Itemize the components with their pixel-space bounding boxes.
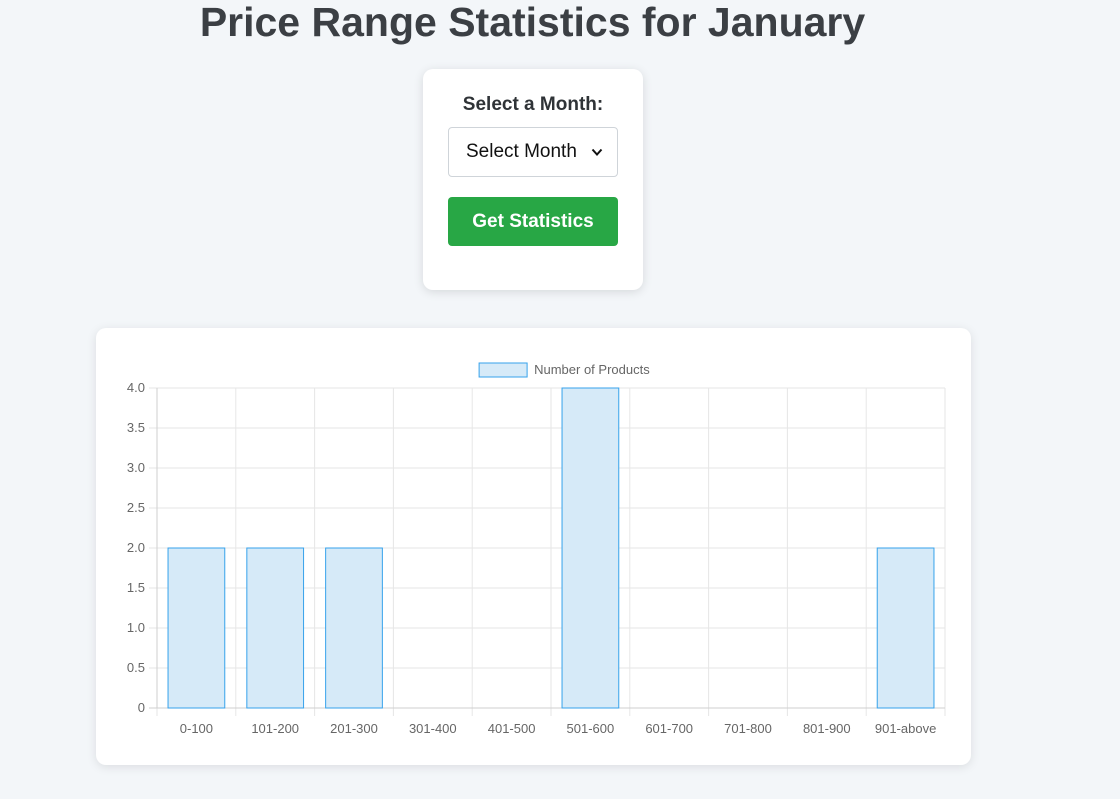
- y-tick-label: 0: [138, 700, 145, 715]
- x-tick-label: 101-200: [251, 721, 299, 736]
- bar: [876, 547, 935, 709]
- y-tick-label: 1.5: [127, 580, 145, 595]
- x-tick-label: 901-above: [875, 721, 936, 736]
- x-tick-label: 701-800: [724, 721, 772, 736]
- x-tick-label: 601-700: [645, 721, 693, 736]
- month-label: Select a Month:: [462, 94, 604, 115]
- bar: [246, 547, 305, 709]
- y-tick-label: 4.0: [127, 380, 145, 395]
- month-select[interactable]: Select Month: [448, 127, 618, 177]
- page-title: Price Range Statistics for January: [199, 0, 866, 45]
- month-select-value: Select Month: [466, 141, 577, 162]
- y-tick-label: 3.5: [127, 420, 145, 435]
- y-tick-label: 2.5: [127, 500, 145, 515]
- y-tick-label: 0.5: [127, 660, 145, 675]
- get-statistics-button[interactable]: Get Statistics: [448, 197, 618, 246]
- chevron-down-icon: [591, 148, 603, 156]
- y-tick-label: 1.0: [127, 620, 145, 635]
- bar: [325, 547, 383, 709]
- y-tick-label: 3.0: [127, 460, 145, 475]
- legend-label: Number of Products: [534, 362, 650, 377]
- bar-chart: 0 0.5 1.0 1.5 2.0 2.5 3.0 3.5 4.0 0-100 101-200 201…: [127, 362, 946, 736]
- chart-card: 0 0.5 1.0 1.5 2.0 2.5 3.0 3.5 4.0 0-100 101-200 201…: [96, 328, 971, 765]
- legend-swatch: [478, 362, 528, 378]
- x-tick-label: 501-600: [567, 721, 615, 736]
- x-tick-label: 0-100: [180, 721, 213, 736]
- y-tick-label: 2.0: [127, 540, 145, 555]
- x-tick-label: 301-400: [409, 721, 457, 736]
- month-selector-card: Select a Month: Select Month Get Statist…: [423, 69, 643, 290]
- x-tick-label: 801-900: [803, 721, 851, 736]
- bar: [167, 547, 226, 709]
- x-tick-label: 201-300: [330, 721, 378, 736]
- x-tick-label: 401-500: [488, 721, 536, 736]
- bar: [561, 387, 620, 709]
